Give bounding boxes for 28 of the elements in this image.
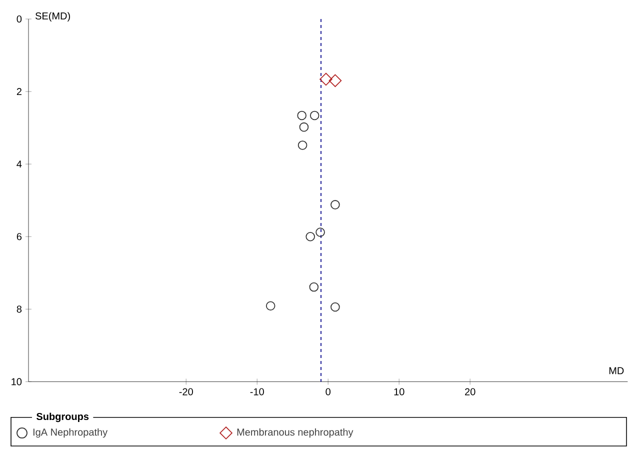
x-tick-label: 10: [394, 388, 404, 396]
x-tick-label: 20: [465, 388, 476, 396]
x-tick-label: -20: [179, 388, 193, 396]
legend-label: Membranous nephropathy: [237, 428, 354, 438]
point: [306, 232, 315, 242]
point: [328, 74, 342, 88]
point: [310, 110, 320, 120]
point: [320, 72, 332, 86]
legend-label: IgA Nephropathy: [33, 428, 108, 438]
x-tick-label: -10: [250, 388, 264, 396]
y-tick-label: 8: [16, 306, 22, 313]
y-tick-label: 2: [16, 88, 22, 96]
point: [297, 110, 306, 120]
point: [298, 140, 308, 150]
y-tick-label: 0: [16, 15, 22, 23]
point: [309, 282, 319, 292]
y-tick-label: 6: [16, 233, 22, 240]
y-tick-label: 4: [16, 160, 22, 168]
point: [330, 302, 340, 312]
point: [299, 122, 309, 132]
y-axis-title: SE(MD): [35, 12, 70, 22]
point: [266, 301, 276, 311]
x-axis-title: MD: [609, 367, 624, 374]
point: [316, 228, 325, 237]
y-tick-label: 10: [12, 378, 22, 386]
legend-title: Subgroups: [36, 412, 89, 422]
point: [330, 200, 340, 210]
x-tick-label: 0: [326, 388, 330, 396]
